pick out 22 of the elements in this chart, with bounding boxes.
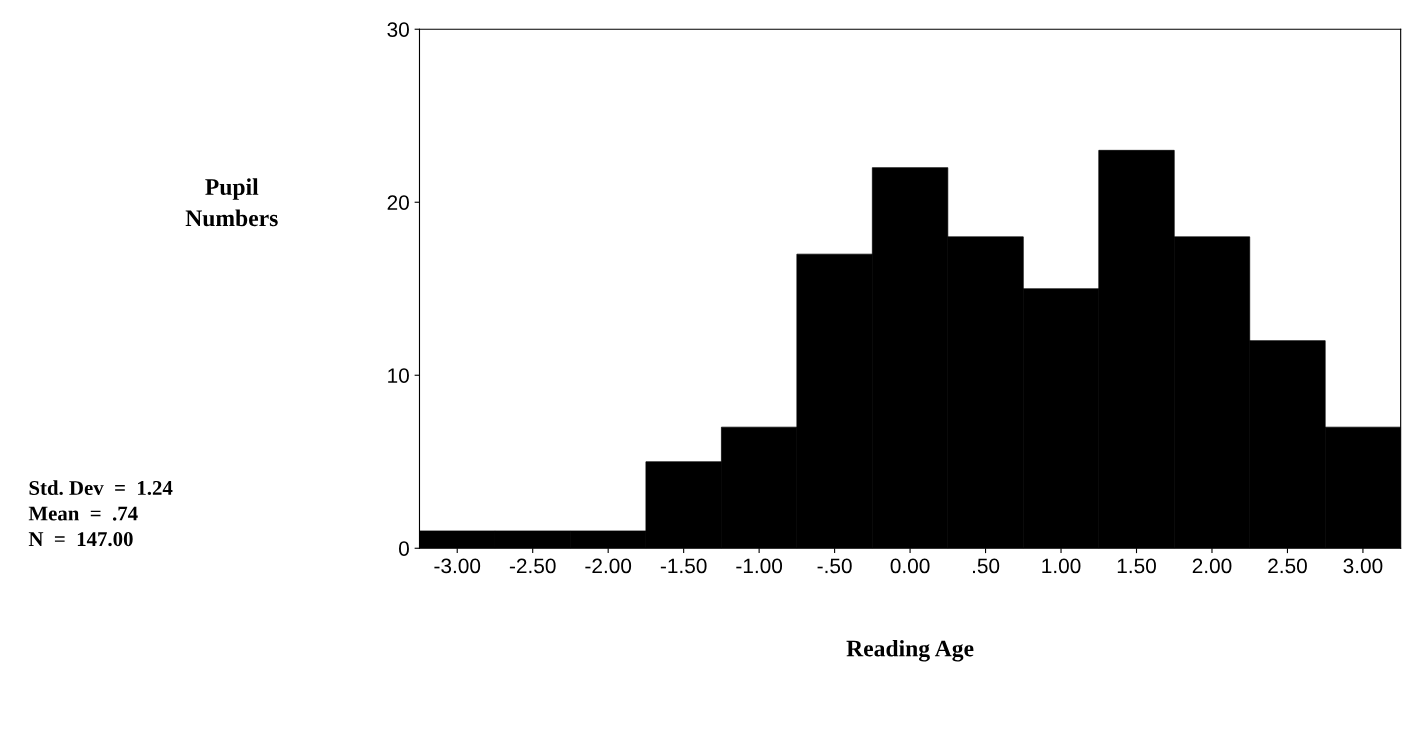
x-tick-label: 0.00 bbox=[890, 558, 930, 574]
y-tick-label: 30 bbox=[387, 22, 409, 37]
x-tick-label: -1.00 bbox=[736, 558, 783, 574]
x-tick-label: -3.00 bbox=[434, 558, 481, 574]
x-tick-label: .50 bbox=[972, 558, 1000, 574]
y-axis-title: Pupil Numbers bbox=[185, 178, 278, 227]
x-tick-label: 3.00 bbox=[1343, 558, 1383, 574]
text: Std. Dev = 1.24 bbox=[29, 480, 173, 496]
x-tick-label: -.50 bbox=[817, 558, 852, 574]
text: Mean = .74 bbox=[28, 506, 138, 521]
text: N = 147.00 bbox=[28, 532, 133, 547]
x-tick-label: -2.00 bbox=[585, 558, 632, 574]
x-tick-label: -2.50 bbox=[509, 558, 556, 574]
x-tick-label: 2.00 bbox=[1192, 558, 1232, 574]
x-axis-title: Reading Age bbox=[846, 639, 974, 662]
y-tick-label: 10 bbox=[388, 368, 409, 383]
x-tick-label: 2.50 bbox=[1268, 558, 1307, 574]
x-tick-label: 1.50 bbox=[1117, 558, 1156, 574]
x-tick-label: 1.00 bbox=[1042, 558, 1081, 574]
y-tick-label: 0 bbox=[399, 541, 409, 556]
x-tick-label: -1.50 bbox=[660, 558, 707, 574]
y-tick-label: 20 bbox=[387, 195, 409, 210]
